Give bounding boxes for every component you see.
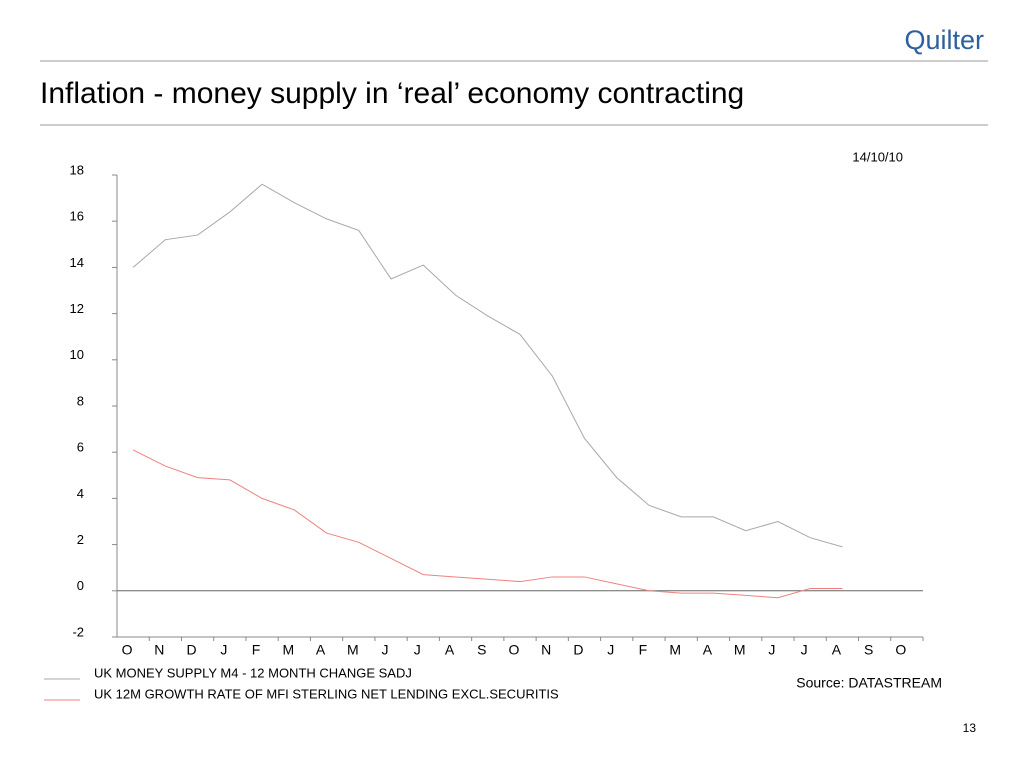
x-tick-label: A bbox=[703, 642, 713, 658]
x-tick-label: M bbox=[669, 642, 681, 658]
page-number: 13 bbox=[963, 721, 977, 735]
y-tick-label: -2 bbox=[72, 624, 84, 639]
y-tick-label: 12 bbox=[70, 301, 84, 316]
slide-title: Inflation - money supply in ‘real’ econo… bbox=[40, 77, 744, 110]
x-tick-label: M bbox=[282, 642, 294, 658]
y-tick-label: 6 bbox=[77, 440, 84, 455]
x-tick-label: M bbox=[347, 642, 359, 658]
x-tick-label: S bbox=[477, 642, 486, 658]
series-line bbox=[132, 183, 843, 548]
chart-date: 14/10/10 bbox=[852, 149, 903, 164]
legend-label: UK MONEY SUPPLY M4 - 12 MONTH CHANGE SAD… bbox=[94, 665, 412, 680]
y-tick-label: 18 bbox=[70, 162, 84, 177]
legend-label: UK 12M GROWTH RATE OF MFI STERLING NET L… bbox=[94, 686, 559, 701]
x-tick-label: O bbox=[122, 642, 133, 658]
logo: Quilter bbox=[904, 25, 984, 55]
x-tick-label: J bbox=[414, 642, 421, 658]
x-tick-label: F bbox=[252, 642, 261, 658]
x-tick-label: J bbox=[607, 642, 614, 658]
y-tick-label: 0 bbox=[77, 578, 84, 593]
source: Source: DATASTREAM bbox=[796, 675, 942, 691]
x-tick-label: O bbox=[895, 642, 906, 658]
y-tick-label: 8 bbox=[77, 393, 84, 408]
x-tick-label: J bbox=[768, 642, 775, 658]
x-tick-label: J bbox=[801, 642, 808, 658]
x-tick-label: D bbox=[573, 642, 583, 658]
y-tick-label: 16 bbox=[70, 209, 84, 224]
series-line bbox=[132, 449, 843, 599]
x-tick-label: A bbox=[316, 642, 326, 658]
x-tick-label: F bbox=[639, 642, 648, 658]
x-tick-label: J bbox=[220, 642, 227, 658]
y-tick-label: 2 bbox=[77, 532, 84, 547]
x-tick-label: N bbox=[154, 642, 164, 658]
x-tick-label: N bbox=[541, 642, 551, 658]
x-tick-label: A bbox=[445, 642, 455, 658]
y-tick-label: 4 bbox=[77, 486, 84, 501]
y-tick-label: 10 bbox=[70, 347, 84, 362]
x-tick-label: S bbox=[864, 642, 873, 658]
x-tick-label: O bbox=[509, 642, 520, 658]
y-tick-label: 14 bbox=[70, 255, 84, 270]
x-tick-label: J bbox=[382, 642, 389, 658]
x-tick-label: A bbox=[832, 642, 842, 658]
x-tick-label: M bbox=[734, 642, 746, 658]
x-tick-label: D bbox=[187, 642, 197, 658]
